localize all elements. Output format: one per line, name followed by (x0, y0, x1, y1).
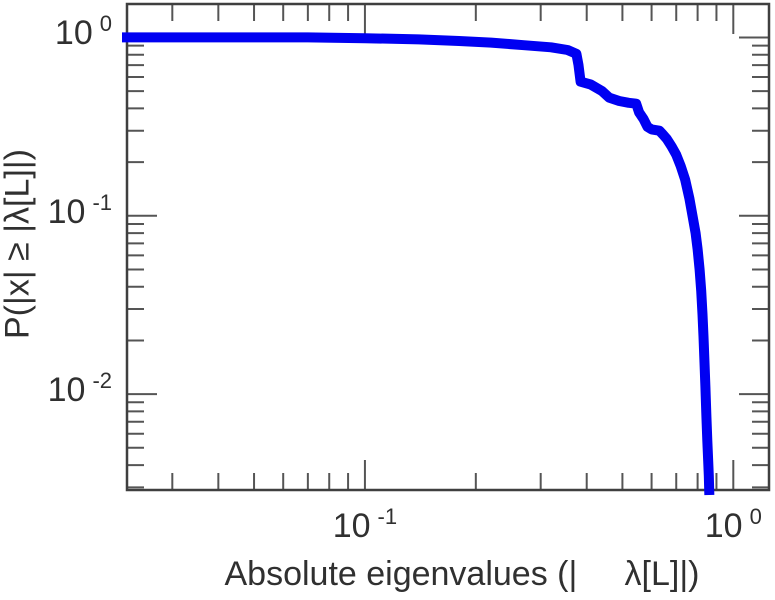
axes-box (125, 2, 771, 492)
ccdf-curve (122, 32, 715, 496)
y-axis-label: P(|x| ≥ |λ[L]|) (0, 148, 37, 340)
x-axis-label: Absolute eigenvalues (| λ[L]|) (224, 555, 700, 593)
